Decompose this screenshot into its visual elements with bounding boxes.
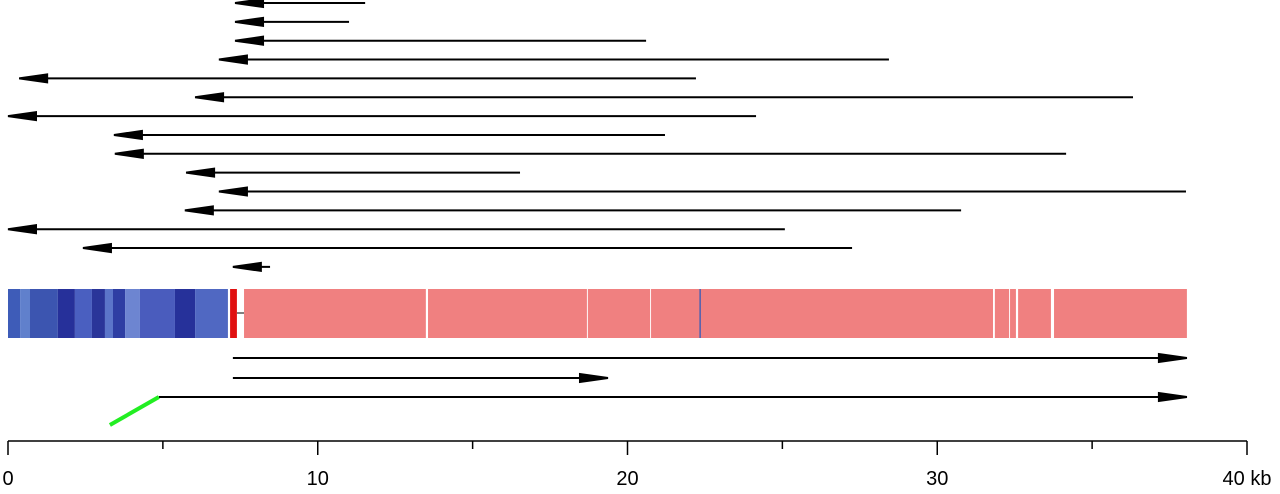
track-block — [195, 289, 228, 338]
track-block — [113, 289, 126, 338]
read-arrow — [232, 352, 1188, 364]
read-arrow — [218, 186, 1186, 197]
x-tick-label: 0 — [2, 468, 13, 490]
track-block — [29, 289, 58, 338]
x-tick-label: 30 — [926, 468, 948, 490]
read-arrow — [82, 242, 853, 254]
track-block — [57, 289, 75, 338]
track-block — [1018, 289, 1051, 338]
read-arrow — [234, 16, 350, 28]
x-tick-label: 20 — [616, 468, 638, 490]
read-arrow — [234, 35, 647, 46]
read-arrow — [7, 224, 785, 235]
track-block — [20, 289, 30, 338]
track-block — [651, 289, 994, 338]
track-block — [699, 289, 701, 338]
track-block — [1054, 289, 1187, 338]
x-tick-label: 40 kb — [1223, 468, 1272, 490]
track-block — [8, 289, 21, 338]
track-block — [1010, 289, 1016, 338]
track-block — [428, 289, 587, 338]
track-block — [587, 289, 651, 338]
track-block — [74, 289, 92, 338]
read-arrow — [218, 54, 889, 65]
read-arrow — [194, 92, 1134, 103]
read-arrow — [232, 261, 271, 273]
read-arrow — [158, 391, 1188, 403]
x-tick-label: 10 — [307, 468, 329, 490]
track-block — [125, 289, 140, 338]
track-block — [91, 289, 105, 338]
read-arrow — [19, 73, 696, 84]
track-block — [230, 289, 237, 338]
read-arrow — [114, 148, 1067, 159]
track-block — [994, 289, 1010, 338]
read-arrow — [185, 167, 521, 178]
read-arrow — [184, 205, 962, 216]
track-block — [104, 289, 114, 338]
read-arrow — [232, 372, 609, 384]
link-line — [108, 395, 160, 427]
track-block — [174, 289, 196, 338]
read-arrow — [113, 129, 665, 141]
track-block — [139, 289, 175, 338]
read-arrow — [7, 110, 757, 122]
read-arrow — [234, 0, 366, 9]
track-block — [244, 289, 426, 338]
